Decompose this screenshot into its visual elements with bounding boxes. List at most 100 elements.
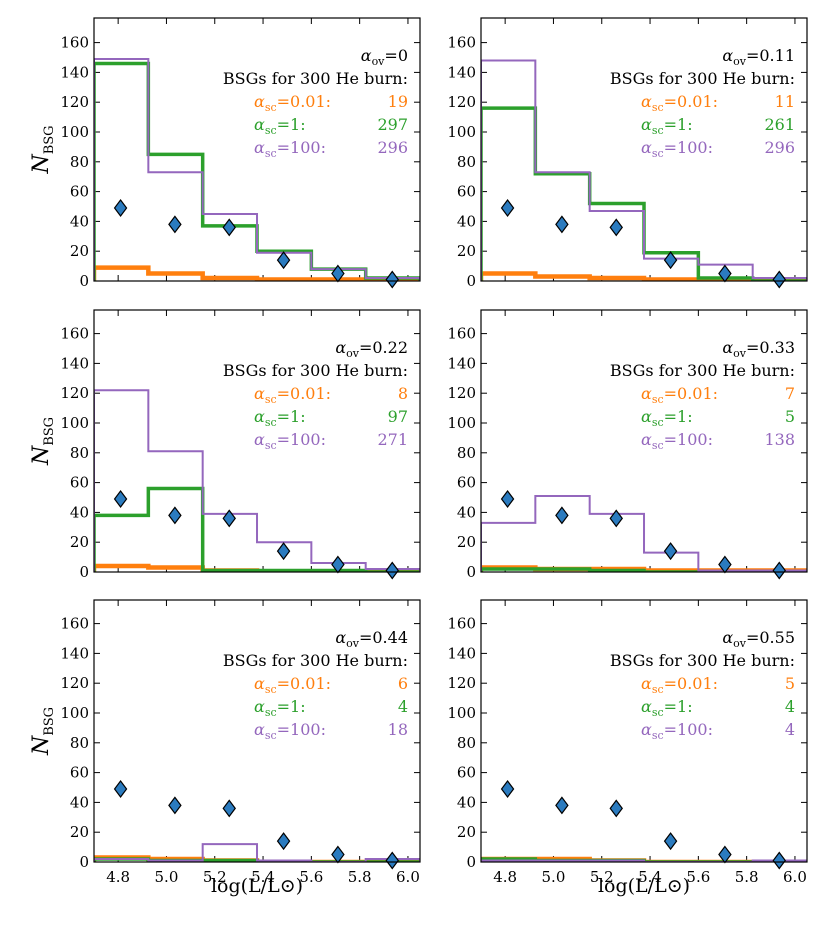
title-sub: ov — [733, 55, 747, 68]
x-axis-label: log(L/L⊙) — [598, 875, 690, 897]
y-tick-label: 140 — [447, 644, 476, 662]
panel-title: αov=0.11 — [722, 46, 795, 68]
observed-point — [500, 489, 515, 508]
label-alpha: α — [254, 407, 265, 426]
ylabel-main: N — [29, 154, 54, 175]
y-tick-label: 140 — [60, 644, 89, 662]
ylabel-main: N — [29, 445, 54, 466]
label-alpha: α — [641, 92, 652, 111]
title-sub: ov — [733, 347, 747, 360]
y-tick-label: 80 — [457, 153, 476, 171]
axes-frame — [93, 17, 421, 282]
panel-title: αov=0 — [361, 46, 408, 68]
panel-title: αov=0.44 — [335, 628, 408, 650]
y-tick-label: 140 — [60, 354, 89, 372]
label-rest: =100: — [664, 430, 713, 449]
x-tick-label: 6.0 — [396, 868, 420, 886]
label-alpha: α — [641, 384, 652, 403]
y-tick-label: 0 — [79, 563, 89, 581]
observed-point — [385, 270, 400, 289]
observed-point — [168, 796, 182, 815]
label-alpha: α — [254, 674, 265, 693]
panel-title: αov=0.22 — [335, 338, 408, 360]
y-tick-label: 160 — [60, 615, 89, 633]
series-label-sc001: αsc=0.01: — [254, 92, 331, 114]
label-rest: =100: — [277, 720, 326, 739]
label-rest: =100: — [664, 720, 713, 739]
label-rest: =1: — [664, 697, 693, 716]
series-label-sc100: αsc=100: — [254, 720, 326, 742]
label-sub: sc — [265, 416, 277, 429]
x-tick-label: 6.0 — [783, 868, 807, 886]
axes-frame — [93, 599, 421, 863]
series-label-sc001: αsc=0.01: — [254, 384, 331, 406]
y-tick-label: 20 — [457, 242, 476, 260]
observed-point — [168, 215, 182, 234]
series-total-sc100: 296 — [377, 138, 408, 157]
series-total-sc001: 5 — [785, 674, 795, 693]
y-tick-label: 100 — [447, 414, 476, 432]
series-label-sc001: αsc=0.01: — [641, 384, 718, 406]
series-label-sc1: αsc=1: — [254, 407, 306, 429]
y-tick-label: 80 — [70, 444, 89, 462]
title-alpha: α — [335, 628, 346, 647]
title-value: =0.44 — [359, 628, 408, 647]
label-rest: =0.01: — [664, 674, 718, 693]
y-tick-label: 100 — [60, 123, 89, 141]
observed-point — [555, 506, 569, 525]
label-rest: =0.01: — [277, 92, 331, 111]
y-tick-label: 0 — [466, 853, 476, 871]
y-tick-label: 140 — [447, 354, 476, 372]
series-label-sc001: αsc=0.01: — [641, 92, 718, 114]
label-rest: =100: — [277, 138, 326, 157]
label-rest: =1: — [277, 407, 306, 426]
label-alpha: α — [641, 407, 652, 426]
y-tick-label: 100 — [447, 704, 476, 722]
observed-point — [772, 851, 787, 870]
label-sub: sc — [265, 439, 277, 452]
y-tick-label: 60 — [70, 183, 89, 201]
series-label-sc1: αsc=1: — [254, 115, 306, 137]
y-tick-label: 140 — [60, 63, 89, 81]
histogram-sc100 — [481, 859, 807, 862]
y-tick-label: 0 — [466, 272, 476, 290]
label-rest: =0.01: — [277, 674, 331, 693]
histogram-sc001 — [481, 271, 807, 281]
label-alpha: α — [641, 697, 652, 716]
y-axis-label: NBSG — [29, 417, 57, 466]
histogram-sc1 — [94, 486, 420, 572]
x-tick-label: 4.8 — [493, 868, 517, 886]
label-rest: =1: — [277, 115, 306, 134]
label-sub: sc — [652, 416, 664, 429]
y-tick-label: 40 — [457, 212, 476, 230]
axes-frame — [93, 309, 421, 573]
label-alpha: α — [641, 430, 652, 449]
annotation-header: BSGs for 300 He burn: — [610, 651, 795, 670]
x-tick-label: 5.8 — [735, 868, 759, 886]
label-sub: sc — [652, 124, 664, 137]
y-tick-label: 120 — [60, 384, 89, 402]
annotation-header: BSGs for 300 He burn: — [223, 361, 408, 380]
y-tick-label: 140 — [447, 63, 476, 81]
y-tick-label: 80 — [70, 734, 89, 752]
y-tick-label: 40 — [457, 793, 476, 811]
histogram-sc1 — [481, 567, 807, 572]
label-alpha: α — [254, 697, 265, 716]
series-total-sc1: 261 — [764, 115, 795, 134]
title-value: =0.55 — [746, 628, 795, 647]
series-total-sc1: 5 — [785, 407, 795, 426]
label-alpha: α — [254, 720, 265, 739]
observed-point — [772, 561, 787, 580]
label-sub: sc — [652, 393, 664, 406]
label-alpha: α — [254, 384, 265, 403]
series-total-sc001: 6 — [398, 674, 408, 693]
y-tick-label: 60 — [70, 474, 89, 492]
plot-area — [481, 495, 807, 572]
panel-6: 0 20 40 60 80 100 120 140 160 4.8 5.0 5.2 5.4 5.6 5.8 6… — [447, 599, 808, 897]
label-sub: sc — [265, 706, 277, 719]
x-axis-label: log(L/L⊙) — [211, 875, 303, 897]
label-alpha: α — [641, 674, 652, 693]
y-tick-label: 60 — [457, 764, 476, 782]
y-tick-label: 40 — [70, 212, 89, 230]
